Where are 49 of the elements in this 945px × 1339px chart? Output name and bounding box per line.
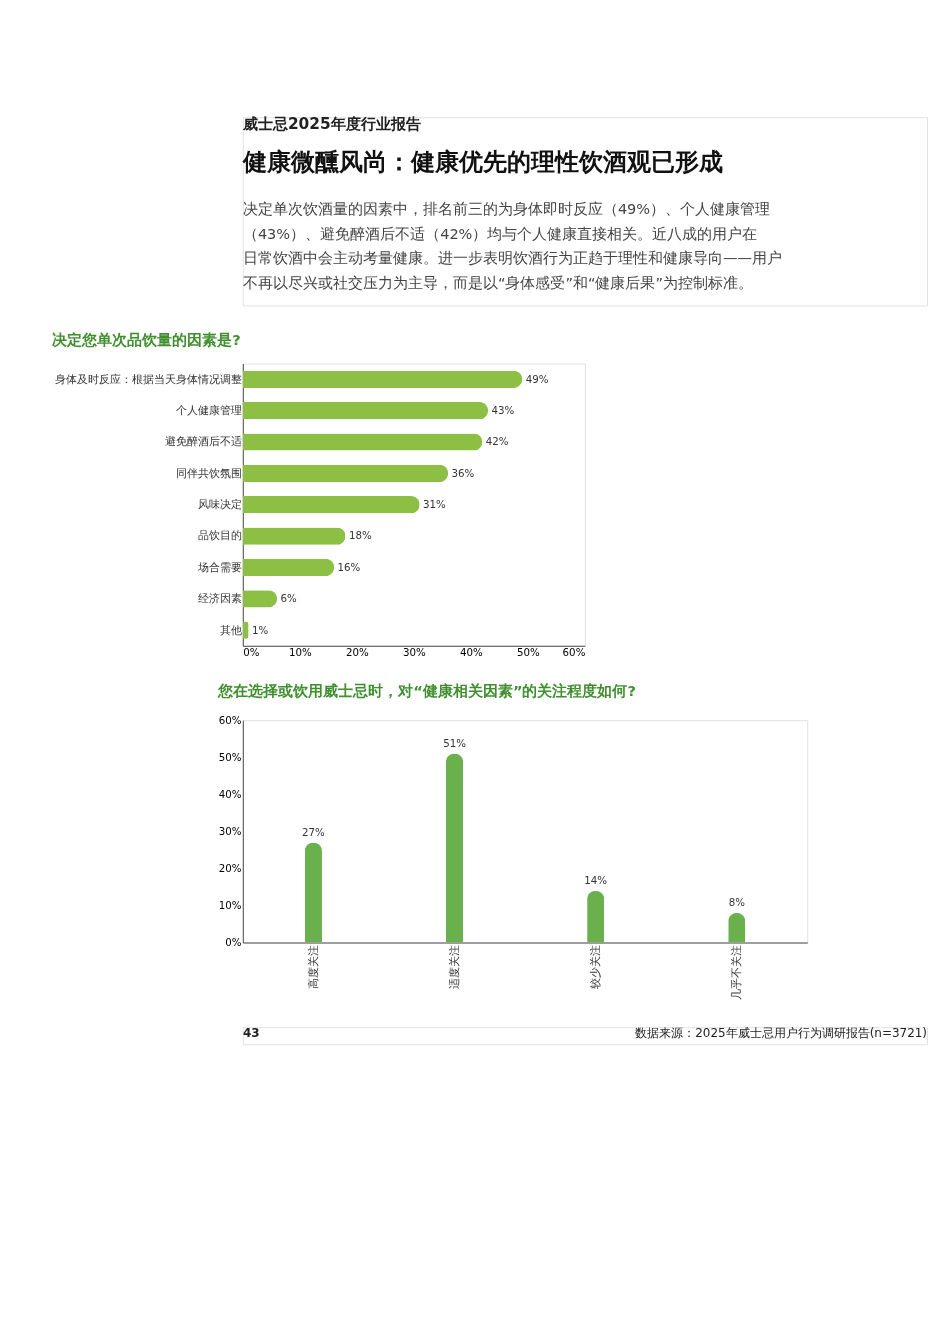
data-label: 42% bbox=[485, 435, 509, 448]
data-label: 31% bbox=[423, 498, 447, 511]
y-tick-label: 40% bbox=[218, 788, 242, 801]
data-label: 8% bbox=[728, 896, 746, 909]
y-tick-label: 0% bbox=[225, 936, 242, 949]
data-label: 36% bbox=[451, 466, 475, 479]
x-tick-label: 60% bbox=[562, 645, 586, 658]
y-tick-label: 场合需要 bbox=[196, 560, 242, 574]
source-note: 数据来源：2025年威士忌用户行为调研报告(n=3721) bbox=[635, 1025, 928, 1040]
x-tick-label: 较少关注 bbox=[589, 944, 603, 989]
y-tick-label: 身体及时反应：根据当天身体情况调整 bbox=[54, 372, 242, 386]
x-tick-label: 0% bbox=[243, 645, 260, 658]
x-tick-label: 几乎不关注 bbox=[730, 944, 744, 1000]
y-tick-label: 同伴共饮氛围 bbox=[175, 466, 242, 480]
bar bbox=[304, 842, 322, 943]
chart-title: 您在选择或饮用威士忌时，对“健康相关因素”的关注程度如何? bbox=[217, 682, 636, 700]
data-label: 14% bbox=[584, 873, 608, 886]
y-tick-label: 30% bbox=[218, 825, 242, 838]
data-label: 16% bbox=[337, 560, 361, 573]
data-label: 51% bbox=[443, 736, 467, 749]
y-tick-label: 风味决定 bbox=[197, 498, 242, 512]
y-tick-label: 经济因素 bbox=[197, 592, 242, 606]
data-label: 1% bbox=[252, 623, 269, 636]
chart-title: 决定您单次品饮量的因素是? bbox=[52, 330, 241, 348]
x-tick-label: 20% bbox=[345, 645, 369, 658]
x-tick-label: 高度关注 bbox=[306, 944, 320, 989]
text: 健康微醺风尚：健康优先的理性饮酒观已形成 bbox=[241, 148, 723, 177]
y-tick-label: 60% bbox=[218, 714, 242, 727]
y-tick-label: 50% bbox=[218, 751, 242, 764]
x-tick-label: 50% bbox=[516, 645, 541, 658]
data-label: 49% bbox=[525, 372, 549, 385]
text: 43 bbox=[242, 1025, 260, 1040]
text: 威士忌2025年度行业报告 bbox=[241, 115, 421, 134]
x-tick-label: 30% bbox=[402, 645, 426, 658]
data-label: 43% bbox=[491, 404, 515, 417]
x-tick-label: 适度关注 bbox=[447, 944, 461, 989]
data-label: 6% bbox=[280, 592, 298, 605]
y-tick-label: 品饮目的 bbox=[197, 529, 242, 543]
y-tick-label: 20% bbox=[218, 862, 242, 875]
data-label: 27% bbox=[302, 825, 326, 838]
y-tick-label: 其他 bbox=[219, 623, 242, 637]
bar bbox=[445, 753, 464, 943]
y-tick-label: 10% bbox=[218, 899, 242, 912]
x-tick-label: 10% bbox=[288, 645, 312, 658]
y-tick-label: 个人健康管理 bbox=[175, 404, 242, 418]
data-label: 18% bbox=[348, 529, 372, 542]
x-tick-label: 40% bbox=[459, 645, 483, 658]
text: 决定单次饮酒量的因素中，排名前三的为身体即时反应（49%）、个人健康管理（43%）、避免醉酒后不适（42%）均与个人健康直接相关。近八成的用户在日常饮酒中会主动考量健康。进一步表明饮酒行为正趋于理性和健康导向——用户不再以尽兴或社交压力为主导，而是以“身体感受”和“健康后果”为控制标准。 bbox=[242, 200, 782, 292]
y-tick-label: 避免醉酒后不适 bbox=[164, 435, 242, 449]
